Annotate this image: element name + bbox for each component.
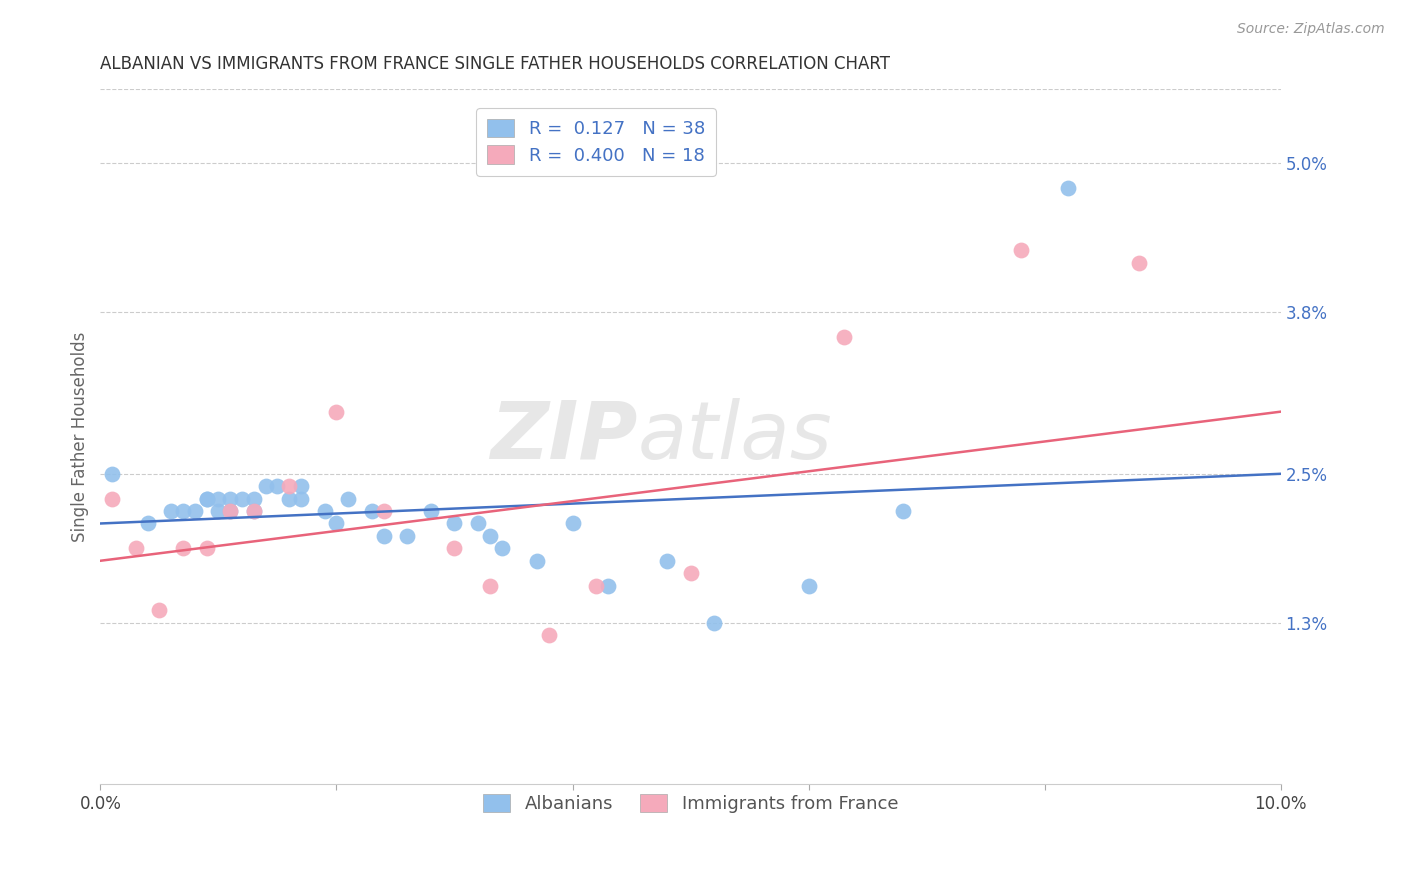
Point bbox=[207, 504, 229, 518]
Point bbox=[373, 504, 395, 518]
Point bbox=[195, 491, 218, 506]
Point bbox=[101, 491, 124, 506]
Point bbox=[207, 491, 229, 506]
Point bbox=[172, 504, 194, 518]
Point bbox=[290, 479, 312, 493]
Point bbox=[337, 491, 360, 506]
Point bbox=[219, 491, 242, 506]
Point bbox=[278, 491, 301, 506]
Point bbox=[1057, 181, 1080, 195]
Point bbox=[278, 479, 301, 493]
Point bbox=[537, 628, 560, 642]
Point bbox=[195, 491, 218, 506]
Point bbox=[160, 504, 183, 518]
Text: Source: ZipAtlas.com: Source: ZipAtlas.com bbox=[1237, 22, 1385, 37]
Point bbox=[219, 504, 242, 518]
Point bbox=[254, 479, 277, 493]
Point bbox=[419, 504, 441, 518]
Point bbox=[478, 579, 501, 593]
Point bbox=[443, 516, 465, 531]
Legend: Albanians, Immigrants from France: Albanians, Immigrants from France bbox=[472, 783, 908, 824]
Point bbox=[219, 504, 242, 518]
Point bbox=[443, 541, 465, 556]
Point bbox=[478, 529, 501, 543]
Point bbox=[172, 541, 194, 556]
Point bbox=[703, 615, 725, 630]
Point bbox=[1128, 255, 1150, 269]
Point bbox=[561, 516, 583, 531]
Y-axis label: Single Father Households: Single Father Households bbox=[72, 331, 89, 541]
Point bbox=[655, 554, 678, 568]
Point bbox=[491, 541, 513, 556]
Text: ALBANIAN VS IMMIGRANTS FROM FRANCE SINGLE FATHER HOUSEHOLDS CORRELATION CHART: ALBANIAN VS IMMIGRANTS FROM FRANCE SINGL… bbox=[100, 55, 890, 73]
Point bbox=[266, 479, 288, 493]
Point bbox=[101, 467, 124, 481]
Point bbox=[195, 541, 218, 556]
Point bbox=[891, 504, 914, 518]
Point bbox=[243, 504, 266, 518]
Text: ZIP: ZIP bbox=[491, 398, 637, 475]
Point bbox=[360, 504, 382, 518]
Point bbox=[325, 404, 347, 418]
Point bbox=[290, 491, 312, 506]
Point bbox=[243, 491, 266, 506]
Point bbox=[1010, 243, 1032, 257]
Point bbox=[797, 579, 820, 593]
Point bbox=[243, 504, 266, 518]
Point bbox=[325, 516, 347, 531]
Point bbox=[136, 516, 159, 531]
Point bbox=[467, 516, 489, 531]
Text: atlas: atlas bbox=[637, 398, 832, 475]
Point bbox=[148, 603, 170, 617]
Point bbox=[679, 566, 702, 581]
Point bbox=[184, 504, 207, 518]
Point bbox=[596, 579, 619, 593]
Point bbox=[373, 529, 395, 543]
Point bbox=[314, 504, 336, 518]
Point bbox=[396, 529, 419, 543]
Point bbox=[125, 541, 148, 556]
Point bbox=[526, 554, 548, 568]
Point bbox=[832, 330, 855, 344]
Point bbox=[585, 579, 607, 593]
Point bbox=[231, 491, 253, 506]
